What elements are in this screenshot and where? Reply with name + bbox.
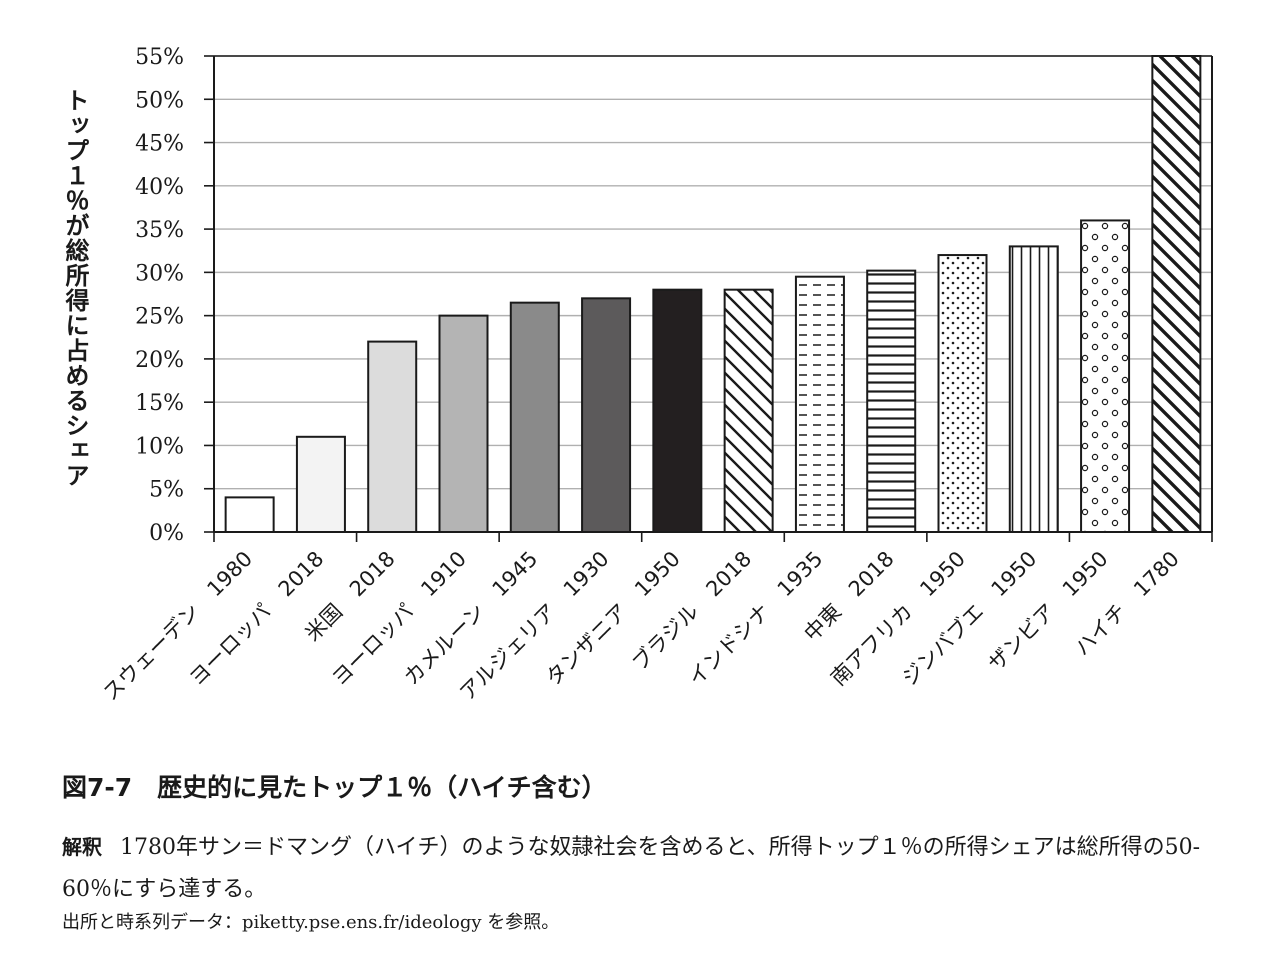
bar [866,269,917,533]
y-tick-label: 5% [149,478,184,503]
y-tick-label: 45% [135,132,184,157]
x-tick-label: ザンビア 1950 [984,547,1113,676]
bar [1008,245,1059,533]
bar [295,435,346,533]
y-tick-label: 25% [135,305,184,330]
bar [794,275,845,534]
y-tick-label: 30% [135,261,184,286]
x-tick-label: ブラジル 2018 [627,547,756,676]
x-tick-label: ジンバブエ 1950 [897,547,1041,691]
y-tick-label: 0% [149,521,184,546]
bar [581,297,632,533]
y-tick-label: 35% [135,218,184,243]
y-tick-label: 50% [135,88,184,113]
bar [1080,219,1131,533]
x-tick-label: ヨーロッパ 1910 [327,547,471,691]
source-note: 出所と時系列データ：piketty.pse.ens.fr/ideology を参… [62,912,560,933]
bar [509,301,560,533]
y-tick-labels: 0% 5% 10% 15% 20% 25% 30% 35% 40% 45% 50% 55% [135,45,184,546]
bars [224,55,1202,534]
bar [438,314,489,533]
bar [1151,55,1202,533]
y-tick-label: 20% [135,348,184,373]
y-tick-label: 40% [135,175,184,200]
interpretation-note: 解釈 1780年サン＝ドマング（ハイチ）のような奴隷社会を含めると、所得トップ１％… [62,826,1222,911]
bar-chart: 0% 5% 10% 15% 20% 25% 30% 35% 40% 45% 50% 55% スウェーデ… [98,45,1213,706]
y-tick-label: 55% [135,45,184,70]
x-tick-label: インドシナ 1935 [684,547,828,691]
note-heading: 解釈 [62,835,102,859]
x-tick-label: カメルーン 1945 [399,547,542,690]
x-tick-label: タンザニア 1950 [541,547,685,691]
note-body: 1780年サン＝ドマング（ハイチ）のような奴隷社会を含めると、所得トップ１％の所… [62,835,1201,902]
x-tick-label: 南アフリカ 1950 [826,547,970,691]
axes [204,55,1213,542]
y-axis-label-container: トップ１％が総所得に占めるシェア [58,88,92,488]
y-axis-label: トップ１％が総所得に占めるシェア [61,88,89,488]
y-tick-label: 10% [135,434,184,459]
x-tick-label: ヨーロッパ 2018 [185,547,329,691]
bar [224,496,275,533]
figure-caption: 図7-7 歴史的に見たトップ１％（ハイチ含む） [62,773,607,802]
bar [723,288,774,533]
y-tick-label: 15% [135,391,184,416]
gridlines [214,55,1212,490]
bar [652,288,703,533]
bar [367,340,418,533]
bar [937,254,988,534]
